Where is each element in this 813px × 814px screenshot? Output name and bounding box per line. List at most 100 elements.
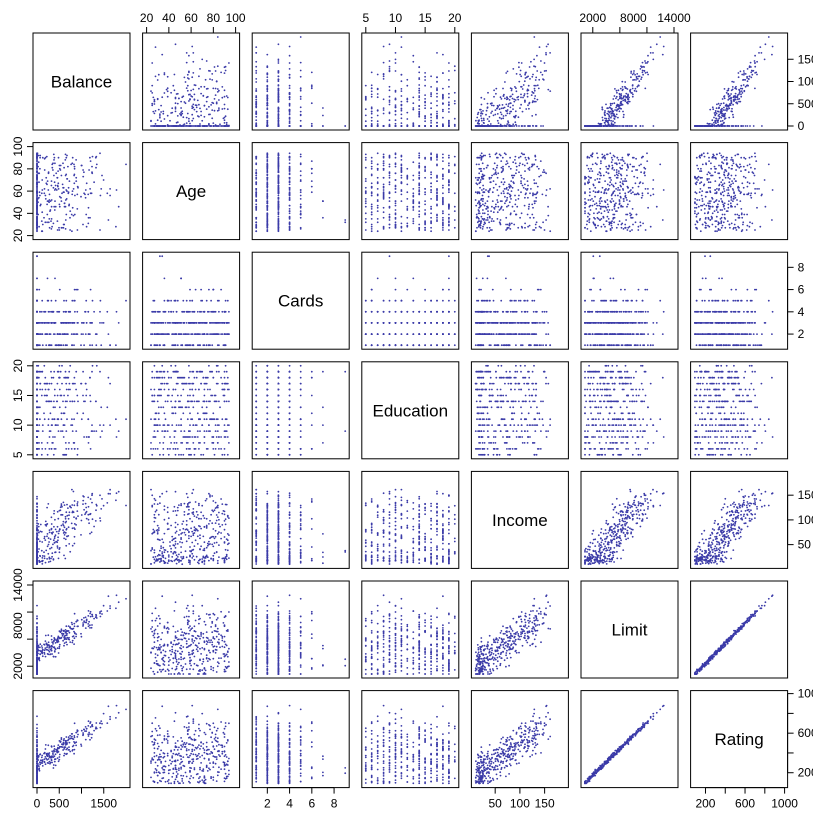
data-point: [70, 164, 72, 166]
panel-age-vs-age: Age: [143, 143, 240, 240]
data-point: [527, 76, 529, 78]
data-point: [289, 162, 291, 164]
data-point: [478, 157, 480, 159]
data-point: [597, 174, 599, 176]
data-point: [511, 90, 513, 92]
data-point: [524, 227, 526, 229]
data-point: [753, 125, 755, 127]
data-point: [584, 212, 586, 214]
data-point: [736, 229, 738, 231]
data-point: [155, 125, 157, 127]
data-point: [365, 108, 367, 110]
data-point: [743, 166, 745, 168]
data-point: [506, 125, 508, 127]
data-point: [495, 184, 497, 186]
panel-balance-vs-age: [143, 33, 240, 130]
data-point: [266, 229, 268, 231]
data-point: [442, 192, 444, 194]
data-point: [377, 205, 379, 207]
data-point: [604, 226, 606, 228]
data-point: [719, 184, 721, 186]
data-point: [756, 188, 758, 190]
data-point: [518, 62, 520, 64]
data-point: [622, 125, 624, 127]
data-point: [604, 210, 606, 212]
data-point: [584, 227, 586, 229]
data-point: [36, 170, 38, 172]
data-point: [607, 107, 609, 109]
data-point: [217, 36, 219, 38]
data-point: [442, 178, 444, 180]
data-point: [584, 198, 586, 200]
data-point: [616, 171, 618, 173]
data-point: [371, 228, 373, 230]
data-point: [499, 221, 501, 223]
data-point: [383, 184, 385, 186]
data-point: [418, 92, 420, 94]
data-point: [401, 177, 403, 179]
data-point: [598, 211, 600, 213]
data-point: [594, 125, 596, 127]
data-point: [289, 223, 291, 225]
data-point: [448, 191, 450, 193]
data-point: [150, 120, 152, 122]
data-point: [151, 103, 153, 105]
data-point: [638, 186, 640, 188]
data-point: [591, 154, 593, 156]
data-point: [210, 125, 212, 127]
data-point: [631, 214, 633, 216]
data-point: [627, 94, 629, 96]
data-point: [389, 175, 391, 177]
data-point: [534, 88, 536, 90]
data-point: [728, 174, 730, 176]
data-point: [36, 229, 38, 231]
data-point: [609, 112, 611, 114]
data-point: [199, 68, 201, 70]
data-point: [549, 188, 551, 190]
data-point: [278, 195, 280, 197]
data-point: [536, 70, 538, 72]
data-point: [278, 107, 280, 109]
data-point: [59, 206, 61, 208]
data-point: [531, 76, 533, 78]
data-point: [696, 157, 698, 159]
data-point: [705, 218, 707, 220]
data-point: [430, 227, 432, 229]
data-point: [741, 88, 743, 90]
data-point: [278, 111, 280, 113]
data-point: [448, 62, 450, 64]
data-point: [51, 185, 53, 187]
data-point: [528, 158, 530, 160]
data-point: [754, 88, 756, 90]
data-point: [395, 110, 397, 112]
data-point: [618, 89, 620, 91]
data-point: [188, 118, 190, 120]
data-point: [611, 168, 613, 170]
data-point: [221, 86, 223, 88]
data-point: [278, 62, 280, 64]
data-point: [41, 230, 43, 232]
data-point: [611, 122, 613, 124]
data-point: [521, 226, 523, 228]
data-point: [365, 187, 367, 189]
data-point: [266, 120, 268, 122]
data-point: [723, 113, 725, 115]
data-point: [224, 104, 226, 106]
data-point: [311, 72, 313, 74]
data-point: [401, 110, 403, 112]
data-point: [278, 152, 280, 154]
data-point: [506, 160, 508, 162]
data-point: [489, 177, 491, 179]
data-point: [255, 162, 257, 164]
data-point: [430, 230, 432, 232]
data-point: [502, 157, 504, 159]
data-point: [371, 192, 373, 194]
data-point: [539, 46, 541, 48]
data-point: [737, 187, 739, 189]
data-point: [602, 216, 604, 218]
data-point: [749, 164, 751, 166]
data-point: [728, 200, 730, 202]
data-point: [371, 88, 373, 90]
data-point: [508, 205, 510, 207]
data-point: [602, 117, 604, 119]
